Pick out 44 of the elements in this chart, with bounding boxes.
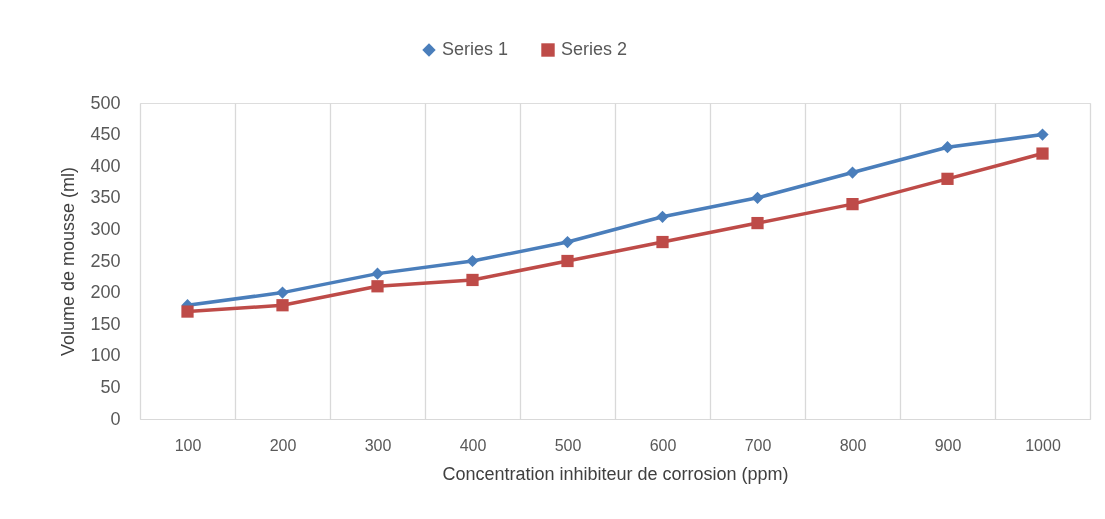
x-tick-label: 600 (649, 436, 677, 454)
point (181, 305, 194, 318)
x-axis-title: Concentration inhibiteur de corrosion (ppm) (442, 463, 789, 484)
point (371, 267, 384, 280)
point (561, 254, 574, 268)
x-tick-label: 500 (554, 436, 582, 454)
y-tick-label: 250 (90, 250, 121, 271)
y-tick-label: 150 (90, 313, 121, 334)
y-tick-label: 0 (110, 408, 121, 429)
point (371, 280, 384, 293)
point (941, 141, 954, 154)
point (466, 273, 479, 287)
point (656, 235, 669, 249)
x-tick-label: 200 (269, 436, 297, 454)
x-tick-label: 400 (459, 436, 487, 454)
y-axis-title: Volume de mousse (ml) (58, 166, 79, 357)
x-tick-label: 900 (934, 436, 962, 454)
y-tick-label: 200 (90, 282, 121, 303)
x-tick-label: 700 (744, 436, 772, 454)
y-tick-label: 100 (90, 345, 121, 366)
x-tick-label: 800 (839, 436, 867, 454)
point (466, 254, 479, 268)
y-tick-label: 500 (90, 92, 121, 113)
y-tick-label: 450 (90, 124, 121, 145)
point (751, 191, 764, 204)
point (941, 172, 954, 185)
point (846, 166, 859, 179)
point (276, 286, 289, 299)
y-tick-label: 350 (90, 187, 121, 208)
point (656, 210, 669, 223)
x-tick-label: 300 (364, 436, 392, 454)
point (1036, 128, 1049, 141)
point (276, 299, 289, 312)
legend-label: Series 2 (561, 39, 628, 59)
legend-label: Series 1 (442, 39, 509, 59)
y-tick-label: 300 (90, 218, 121, 239)
point (751, 216, 764, 230)
y-tick-label: 50 (100, 376, 121, 397)
x-tick-label: 100 (174, 436, 202, 454)
x-tick-label: 1000 (1025, 436, 1061, 454)
y-tick-label: 400 (90, 155, 121, 176)
point (846, 198, 859, 211)
point (1036, 147, 1049, 160)
point (561, 235, 574, 249)
